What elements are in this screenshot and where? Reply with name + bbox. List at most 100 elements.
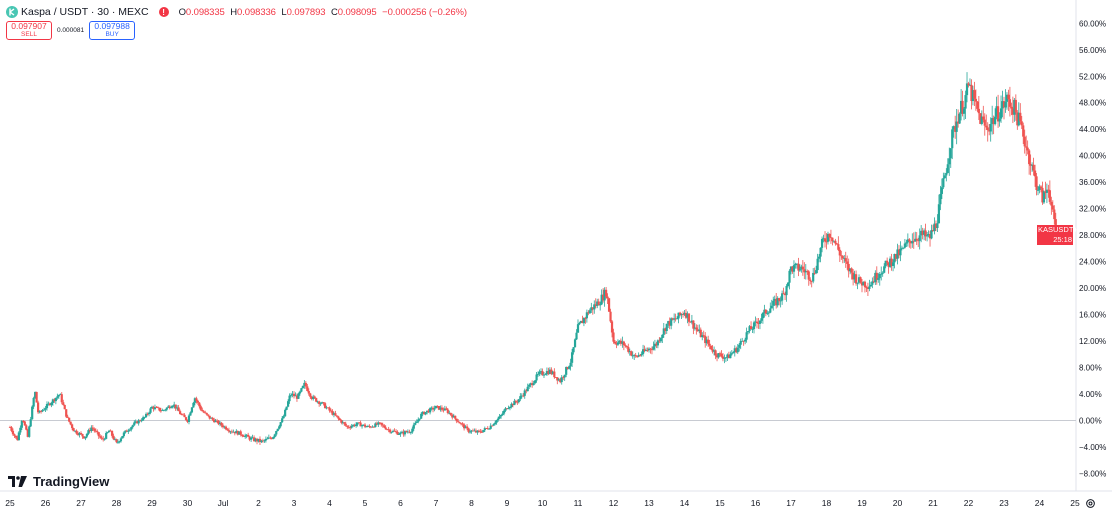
- candle-body: [844, 258, 847, 262]
- candle-body: [1004, 101, 1007, 108]
- x-tick-label: 26: [41, 498, 51, 508]
- candle-body: [11, 430, 15, 435]
- candle-body: [405, 431, 408, 433]
- y-tick-label: 36.00%: [1079, 178, 1106, 187]
- candle-body: [758, 320, 762, 324]
- symbol-title[interactable]: Kaspa / USDT · 30 · MEXC: [21, 6, 149, 18]
- candle-body: [942, 178, 945, 188]
- candle-body: [1025, 146, 1028, 148]
- candle-body: [931, 230, 935, 231]
- candle-body: [167, 406, 170, 408]
- candle-body: [434, 405, 438, 409]
- candle-body: [1029, 164, 1032, 166]
- candle-body: [244, 435, 247, 437]
- candle-body: [128, 429, 131, 431]
- candle-body: [53, 399, 56, 402]
- candle-body: [825, 241, 828, 243]
- candle-body: [710, 345, 713, 350]
- candle-body: [338, 418, 341, 420]
- candle-body: [292, 393, 296, 397]
- candle-body: [113, 439, 117, 440]
- candle-body: [102, 438, 105, 440]
- gear-icon[interactable]: [1085, 498, 1096, 509]
- candle-body: [866, 287, 870, 289]
- x-tick-label: 7: [434, 498, 439, 508]
- candle-body: [838, 249, 841, 256]
- candle-body: [495, 420, 498, 423]
- candle-body: [1036, 189, 1040, 191]
- candle-body: [433, 408, 436, 410]
- x-tick-label: 14: [680, 498, 690, 508]
- x-tick-label: 2: [256, 498, 261, 508]
- candle-body: [522, 395, 525, 397]
- candle-body: [168, 406, 171, 409]
- candle-body: [174, 404, 177, 409]
- candle-body: [198, 402, 201, 407]
- candle-body: [539, 371, 543, 372]
- candle-body: [894, 253, 898, 259]
- candle-body: [986, 127, 989, 131]
- candle-body: [616, 342, 620, 345]
- candle-body: [207, 414, 210, 416]
- candle-body: [962, 108, 966, 114]
- candle-body: [473, 430, 476, 432]
- candle-body: [273, 434, 276, 437]
- candle-body: [831, 237, 834, 242]
- candle-body: [954, 126, 957, 132]
- candle-body: [195, 398, 198, 401]
- candle-body: [57, 394, 60, 397]
- candle-body: [485, 428, 488, 429]
- candle-body: [68, 417, 71, 422]
- candle-body: [310, 396, 313, 399]
- candle-body: [581, 320, 584, 324]
- candle-body: [99, 436, 102, 438]
- candle-body: [742, 340, 745, 342]
- candle-body: [71, 424, 74, 429]
- candle-body: [967, 83, 970, 86]
- candle-body: [84, 436, 87, 439]
- candle-body: [865, 287, 868, 288]
- candle-body: [572, 347, 575, 353]
- candle-body: [519, 396, 522, 400]
- candle-body: [387, 429, 390, 431]
- candle-body: [34, 391, 37, 398]
- candle-body: [505, 408, 509, 410]
- candle-body: [738, 344, 741, 348]
- candle-body: [400, 431, 404, 433]
- candle-body: [331, 410, 334, 415]
- candle-body: [38, 411, 41, 413]
- candle-body: [751, 329, 754, 330]
- candle-body: [837, 244, 840, 250]
- price-tag-value: +28.78%: [1073, 225, 1104, 234]
- candle-body: [597, 301, 600, 306]
- candle-body: [653, 343, 657, 347]
- candle-body: [707, 339, 710, 344]
- candle-body: [636, 356, 639, 357]
- candle-body: [807, 271, 810, 280]
- candle-body: [569, 362, 572, 367]
- candle-body: [806, 270, 809, 272]
- candle-body: [374, 423, 377, 428]
- sell-button[interactable]: 0.097907 SELL: [6, 21, 52, 40]
- candle-body: [667, 321, 670, 324]
- candle-body: [712, 350, 716, 352]
- buy-button[interactable]: 0.097988 BUY: [89, 21, 136, 40]
- candle-body: [295, 395, 299, 399]
- candle-body: [520, 395, 523, 397]
- candle-body: [557, 379, 560, 381]
- alert-icon[interactable]: !: [158, 7, 169, 17]
- change-value: −0.000256 (−0.26%): [382, 6, 467, 18]
- candle-body: [889, 258, 892, 267]
- candle-body: [618, 340, 621, 343]
- candle-body: [846, 261, 849, 264]
- candle-body: [125, 430, 128, 432]
- candle-body: [593, 304, 596, 310]
- candle-body: [678, 312, 682, 316]
- candle-body: [818, 256, 821, 259]
- candle-body: [439, 407, 442, 410]
- tradingview-logo[interactable]: TradingView: [8, 474, 109, 489]
- x-tick-label: 24: [1035, 498, 1045, 508]
- candle-body: [214, 420, 217, 423]
- candle-body: [65, 409, 68, 417]
